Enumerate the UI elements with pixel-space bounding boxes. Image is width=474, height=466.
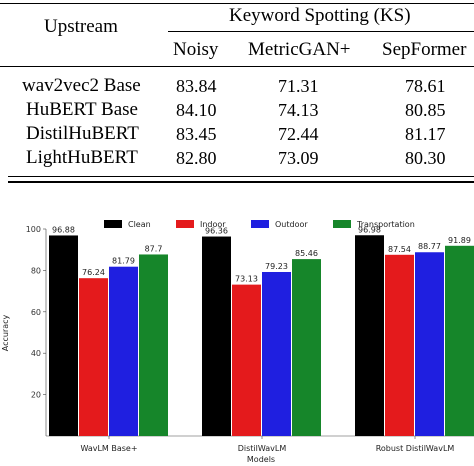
- bar-value-label: 85.46: [295, 249, 318, 258]
- chart-svg: Clean Indoor Outdoor Transportation 20 40 60 8…: [1, 220, 474, 464]
- column-header-metricgan: MetricGAN+: [248, 39, 351, 60]
- row-value: 80.30: [405, 148, 446, 168]
- bar: [385, 254, 414, 436]
- y-tick-label: 100: [26, 225, 41, 234]
- bar-value-label: 73.13: [235, 275, 258, 284]
- row-value: 74.13: [278, 100, 319, 120]
- row-model-name: LightHuBERT: [26, 147, 138, 168]
- row-model-name: HuBERT Base: [26, 99, 138, 120]
- bar-value-label: 87.54: [388, 245, 411, 254]
- legend-swatch: [104, 220, 122, 228]
- y-axis-label: Accuracy: [1, 314, 10, 351]
- legend-swatch: [176, 220, 194, 228]
- y-tick-label: 60: [31, 308, 41, 317]
- x-tick-label: WavLM Base+: [80, 444, 137, 453]
- bar-value-label: 87.7: [145, 244, 163, 253]
- legend-label: Outdoor: [275, 220, 308, 229]
- legend: Clean Indoor Outdoor Transportation: [104, 220, 415, 229]
- column-header-sepformer: SepFormer: [382, 39, 467, 60]
- bar: [355, 235, 384, 436]
- row-value: 72.44: [278, 124, 319, 144]
- bar-value-label: 88.77: [418, 242, 441, 251]
- row-value: 84.10: [176, 100, 217, 120]
- x-axis-label: Models: [247, 455, 275, 464]
- legend-swatch: [251, 220, 269, 228]
- x-tick-label: Robust DistilWavLM: [376, 444, 455, 453]
- row-value: 82.80: [176, 148, 217, 168]
- x-axis: WavLM Base+ DistilWavLM Robust DistilWavLM: [80, 436, 454, 453]
- x-tick-label: DistilWavLM: [238, 444, 287, 453]
- y-tick-label: 20: [31, 391, 41, 400]
- table-bottom-rule-1: [8, 176, 474, 177]
- header-upstream: Upstream: [44, 16, 118, 37]
- bar-value-label: 96.98: [358, 225, 381, 234]
- y-tick-label: 40: [31, 349, 41, 358]
- results-table: Upstream Keyword Spotting (KS) Noisy Met…: [0, 0, 474, 190]
- bar: [232, 284, 261, 436]
- bar: [292, 259, 321, 436]
- row-model-name: wav2vec2 Base: [22, 75, 141, 96]
- row-value: 80.85: [405, 100, 446, 120]
- bar: [202, 236, 231, 436]
- accuracy-bar-chart: Clean Indoor Outdoor Transportation 20 40 60 8…: [0, 210, 474, 466]
- row-value: 83.84: [176, 76, 217, 96]
- bar-value-label: 81.79: [112, 257, 135, 266]
- table-top-rule: [0, 3, 474, 4]
- row-model-name: DistilHuBERT: [26, 123, 139, 144]
- row-value: 78.61: [405, 76, 446, 96]
- bar-value-label: 76.24: [82, 268, 105, 277]
- bar-value-label: 91.89: [448, 236, 471, 245]
- bar: [49, 235, 78, 436]
- bar-value-label: 96.88: [52, 225, 75, 234]
- header-keyword-spotting: Keyword Spotting (KS): [229, 5, 411, 26]
- column-header-noisy: Noisy: [173, 39, 219, 60]
- bar: [415, 252, 444, 436]
- legend-label: Indoor: [200, 220, 226, 229]
- bar: [79, 278, 108, 436]
- bar-value-label: 79.23: [265, 262, 288, 271]
- bar: [262, 271, 291, 436]
- legend-label: Transportation: [356, 220, 415, 229]
- table-bottom-rule-2: [8, 181, 474, 183]
- header-bottom-rule: [0, 66, 474, 67]
- row-value: 83.45: [176, 124, 217, 144]
- legend-swatch: [333, 220, 351, 228]
- bar: [139, 254, 168, 436]
- bar: [445, 245, 474, 436]
- bar-value-label: 96.36: [205, 227, 228, 236]
- header-group-rule: [168, 31, 474, 32]
- bars: 96.88 76.24 81.79 87.7 96.36 73.13 79.23 85.46 9…: [49, 225, 474, 436]
- row-value: 71.31: [278, 76, 319, 96]
- bar: [109, 266, 138, 436]
- legend-label: Clean: [128, 220, 151, 229]
- y-tick-label: 80: [31, 266, 41, 275]
- row-value: 81.17: [405, 124, 446, 144]
- row-value: 73.09: [278, 148, 319, 168]
